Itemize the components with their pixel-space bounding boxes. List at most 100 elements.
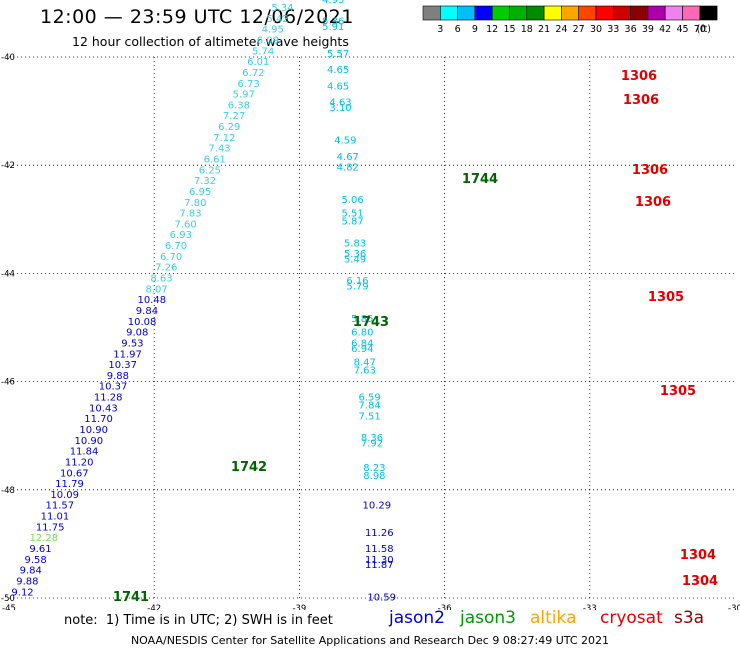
pass-time-label: 1743 (353, 315, 389, 330)
satellite-jason3-label: jason3 (460, 608, 516, 628)
legend-unit-label: (ft) (697, 24, 711, 35)
pass-time-label: 1306 (632, 163, 668, 178)
wave-height-label: 5.36 (344, 249, 366, 260)
wave-height-label: 10.37 (108, 360, 137, 371)
wave-height-label: 6.04 (276, 0, 298, 3)
note-row: note: 1) Time is in UTC; 2) SWH is in fe… (60, 608, 740, 632)
wave-height-label: 9.58 (24, 555, 46, 566)
wave-height-label: 5.91 (322, 22, 344, 33)
wave-height-label: 5.85 (351, 314, 373, 325)
wave-height-label: 8.63 (150, 274, 172, 285)
legend-tick-label: 18 (521, 24, 533, 35)
legend-tick-label: 9 (472, 24, 478, 35)
legend-tick-label: 24 (555, 24, 567, 35)
wave-height-label: 5.36 (322, 17, 344, 28)
wave-height-label: 11.79 (55, 479, 84, 490)
wave-height-label: 5.06 (342, 195, 364, 206)
page-subtitle: 12 hour collection of altimeter wave hei… (72, 34, 349, 49)
wave-height-label: 6.29 (218, 122, 240, 133)
latitude-tick-label: -50 (1, 594, 15, 604)
wave-height-label: 9.88 (107, 371, 129, 382)
wave-height-label: 8.07 (145, 284, 167, 295)
longitude-tick-label: -33 (583, 604, 597, 610)
wave-height-label: 10.37 (99, 382, 128, 393)
wave-height-label: 4.95 (262, 25, 284, 36)
pass-time-label: 1305 (660, 384, 696, 399)
satellite-s3a-label: s3a (674, 608, 705, 628)
wave-height-label: 6.09 (257, 35, 279, 46)
wave-height-label: 4.95 (322, 0, 344, 6)
latitude-tick-label: -40 (1, 53, 15, 63)
wave-height-label: 9.88 (16, 576, 38, 587)
wave-height-label: 10.67 (60, 468, 89, 479)
wave-height-label: 10.09 (50, 490, 79, 501)
wave-height-label: 10.59 (367, 593, 396, 604)
wave-height-label: 6.72 (242, 68, 264, 79)
pass-time-label: 1305 (648, 290, 684, 305)
wave-height-label: 4.65 (327, 65, 349, 76)
wave-height-label: 8.23 (363, 463, 385, 474)
legend-tick-label: 36 (625, 24, 637, 35)
wave-height-label: 11.01 (41, 512, 70, 523)
longitude-tick-label: -36 (438, 604, 452, 610)
wave-height-label: 6.95 (189, 187, 211, 198)
pass-time-label: 1306 (623, 93, 659, 108)
pass-time-label: 1742 (231, 460, 267, 475)
legend-swatch (699, 5, 718, 21)
wave-height-label: 6.93 (170, 230, 192, 241)
wave-height-label: 6.25 (199, 165, 221, 176)
wave-height-label: 7.80 (184, 198, 206, 209)
wave-height-label: 7.92 (361, 439, 383, 450)
wave-height-label: 10.08 (128, 317, 157, 328)
wave-height-label: 8.36 (361, 433, 383, 444)
wave-height-label: 4.82 (337, 163, 359, 174)
page-title: 12:00 — 23:59 UTC 12/06/2021 (40, 6, 354, 28)
wave-height-label: 9.53 (121, 338, 143, 349)
wave-height-label: 9.08 (126, 328, 148, 339)
wave-height-label: 7.83 (179, 209, 201, 220)
wave-height-label: 6.59 (358, 393, 380, 404)
wave-height-label: 9.61 (29, 544, 51, 555)
longitude-tick-label: -39 (292, 604, 306, 610)
wave-height-label: 9.84 (20, 566, 42, 577)
wave-height-label: 5.57 (327, 49, 349, 60)
wave-height-label: 3.10 (329, 103, 351, 114)
wave-height-label: 6.38 (228, 100, 250, 111)
wave-height-label: 6.01 (247, 57, 269, 68)
wave-height-label: 5.79 (346, 282, 368, 293)
wave-height-label: 7.63 (354, 365, 376, 376)
pass-time-label: 1304 (680, 548, 716, 563)
wave-height-label: 4.65 (327, 81, 349, 92)
latitude-tick-label: -42 (1, 161, 15, 171)
wave-height-label: 7.60 (175, 219, 197, 230)
wave-height-label: 7.32 (194, 176, 216, 187)
pass-time-label: 1744 (462, 172, 498, 187)
legend-tick-label: 15 (503, 24, 515, 35)
pass-time-label: 1304 (682, 574, 718, 589)
wave-height-label: 11.70 (84, 414, 113, 425)
latitude-tick-label: -44 (1, 269, 15, 279)
wave-height-label: 7.84 (358, 401, 380, 412)
pass-time-label: 1741 (113, 590, 149, 605)
wave-height-label: 11.30 (365, 555, 394, 566)
wave-height-label: 6.16 (346, 276, 368, 287)
legend-tick-label: 30 (590, 24, 602, 35)
satellite-altika-label: altika (530, 608, 577, 628)
legend-tick-label: 27 (573, 24, 585, 35)
wave-height-label: 11.28 (94, 393, 123, 404)
wave-height-label: 5.34 (271, 3, 293, 14)
wave-height-label: 4.59 (334, 136, 356, 147)
wave-height-map: -45 -42 -39 -36 -33 -30 -40 -42 -44 -46 -48 -509.12… (1, 0, 740, 610)
wave-height-label: 7.27 (223, 111, 245, 122)
units-note: note: 1) Time is in UTC; 2) SWH is in fe… (64, 613, 333, 628)
wave-height-label: 6.61 (204, 154, 226, 165)
satellite-cryosat-label: cryosat (600, 608, 663, 628)
wave-height-label: 6.80 (351, 328, 373, 339)
wave-height-label: 11.26 (365, 528, 394, 539)
wave-height-label: 10.90 (75, 436, 104, 447)
wave-height-label: 11.84 (70, 447, 99, 458)
wave-height-label: 9.12 (11, 587, 33, 598)
latitude-tick-label: -48 (1, 486, 15, 496)
legend-tick-label: 42 (659, 24, 671, 35)
wave-height-label: 5.49 (344, 255, 366, 266)
